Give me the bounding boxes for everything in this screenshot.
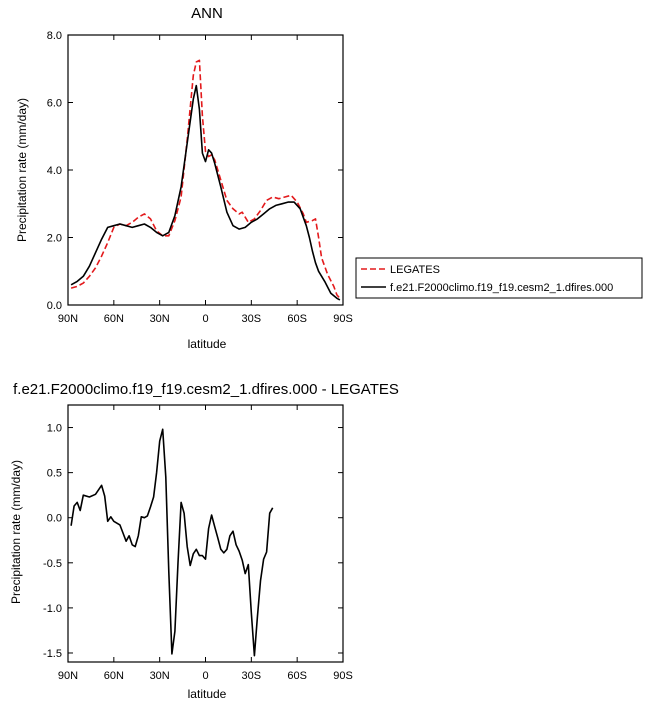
bottom-x-tick-label: 60S <box>287 670 307 682</box>
legend-label-model: f.e21.F2000climo.f19_f19.cesm2_1.dfires.… <box>390 282 613 294</box>
bottom-x-tick-label: 90N <box>58 670 78 682</box>
top-y-tick-label: 6.0 <box>47 98 62 110</box>
top-x-tick-label: 60N <box>104 313 124 325</box>
bottom-y-tick-label: 0.0 <box>47 513 62 525</box>
top-chart-title: ANN <box>191 5 223 22</box>
bottom-x-ticks: 90N 60N 30N 0 30S 60S 90S <box>58 405 353 682</box>
top-x-tick-label: 30N <box>150 313 170 325</box>
bottom-x-tick-label: 60N <box>104 670 124 682</box>
difference-panel: f.e21.F2000climo.f19_f19.cesm2_1.dfires.… <box>9 381 399 701</box>
bottom-y-tick-label: 0.5 <box>47 468 62 480</box>
bottom-x-tick-label: 90S <box>333 670 353 682</box>
top-y-axis-label: Precipitation rate (mm/day) <box>15 98 29 242</box>
top-y-tick-label: 8.0 <box>47 30 62 42</box>
bottom-y-tick-label: -1.5 <box>43 648 62 660</box>
bottom-x-tick-label: 30N <box>150 670 170 682</box>
legend-box <box>355 257 643 299</box>
mean-precip-panel: ANN 90N 60N 30N 0 30S 60S 90S 0.02.04.06.08.0 … <box>15 5 643 351</box>
bottom-plot-frame <box>67 404 344 663</box>
top-x-axis-label: latitude <box>188 337 227 351</box>
top-x-tick-label: 30S <box>242 313 262 325</box>
top-y-tick-label: 2.0 <box>47 233 62 245</box>
top-series-line-1 <box>70 84 341 301</box>
top-plot-frame <box>67 34 344 306</box>
top-y-tick-label: 0.0 <box>47 300 62 312</box>
top-x-ticks: 90N 60N 30N 0 30S 60S 90S <box>58 35 353 325</box>
bottom-x-tick-label: 0 <box>202 670 208 682</box>
top-x-tick-label: 90S <box>333 313 353 325</box>
bottom-y-tick-label: -1.0 <box>43 603 62 615</box>
top-plot-area <box>67 34 344 306</box>
bottom-y-axis-label: Precipitation rate (mm/day) <box>9 460 23 604</box>
top-x-tick-label: 90N <box>58 313 78 325</box>
bottom-x-axis-label: latitude <box>188 687 227 701</box>
bottom-series-line-0 <box>70 428 274 657</box>
top-series-line-0 <box>70 59 341 299</box>
legend: LEGATES f.e21.F2000climo.f19_f19.cesm2_1… <box>355 257 643 299</box>
top-y-tick-label: 4.0 <box>47 165 62 177</box>
legend-label-legates: LEGATES <box>390 264 440 276</box>
bottom-chart-title: f.e21.F2000climo.f19_f19.cesm2_1.dfires.… <box>13 381 399 398</box>
bottom-y-ticks: -1.5 -1.0 -0.5 0.0 0.5 1.0 <box>43 423 343 660</box>
bottom-plot-area <box>67 404 344 663</box>
top-y-ticks: 0.0 2.0 4.0 6.0 8.0 <box>47 30 343 312</box>
top-x-tick-label: 0 <box>202 313 208 325</box>
bottom-x-tick-label: 30S <box>242 670 262 682</box>
bottom-y-tick-label: -0.5 <box>43 558 62 570</box>
bottom-y-tick-label: 1.0 <box>47 423 62 435</box>
top-x-tick-label: 60S <box>287 313 307 325</box>
